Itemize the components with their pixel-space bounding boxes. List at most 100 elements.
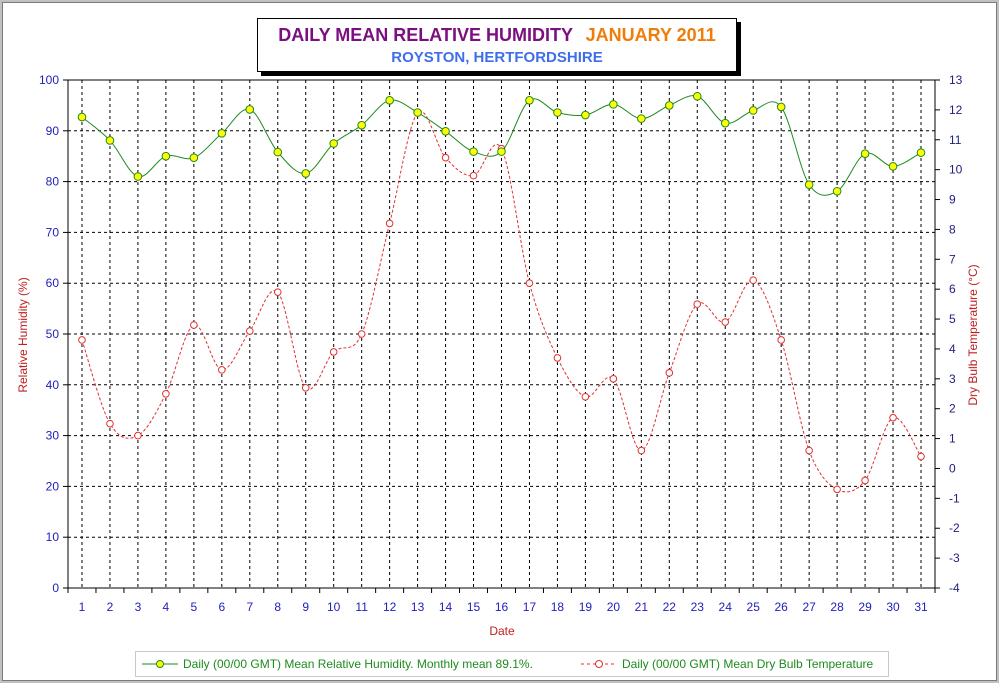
y2-tick-label: 0: [949, 461, 956, 475]
temperature-point: [329, 348, 338, 356]
x-tick-label: 2: [107, 600, 114, 614]
y-tick-label: 0: [52, 581, 59, 595]
temperature-point: [749, 276, 758, 285]
x-tick-label: 22: [663, 600, 677, 614]
y2-tick-label: 2: [949, 402, 956, 416]
y-tick-label: 70: [46, 225, 60, 239]
y-tick-label: 30: [46, 429, 60, 443]
x-axis-title: Date: [489, 624, 515, 638]
y2-tick-label: 10: [949, 163, 963, 177]
humidity-point: [832, 186, 842, 196]
x-tick-label: 7: [246, 600, 253, 614]
humidity-point: [105, 136, 115, 145]
x-tick-label: 30: [886, 600, 900, 614]
humidity-point: [525, 96, 534, 105]
x-tick-label: 24: [719, 600, 733, 614]
humidity-point: [77, 112, 87, 122]
y2-axis-title: Dry Bulb Temperature (°C): [966, 264, 980, 405]
temperature-point: [805, 446, 813, 455]
y2-tick-label: 11: [949, 133, 962, 147]
temperature-point: [553, 354, 562, 362]
y-tick-label: 80: [46, 175, 60, 189]
temperature-point: [273, 288, 282, 296]
humidity-point: [748, 106, 758, 115]
humidity-point: [413, 108, 422, 117]
temperature-point: [693, 300, 702, 308]
x-tick-label: 11: [355, 600, 368, 614]
humidity-point: [245, 105, 255, 114]
humidity-point: [692, 91, 702, 101]
humidity-point: [888, 162, 898, 171]
x-tick-label: 4: [163, 600, 170, 614]
temperature-point: [721, 318, 730, 326]
humidity-point: [217, 129, 227, 138]
legend: Daily (00/00 GMT) Mean Relative Humidity…: [135, 651, 889, 677]
x-tick-label: 20: [607, 600, 621, 614]
y2-tick-label: 9: [949, 193, 956, 207]
legend-humidity-marker-icon: [156, 660, 164, 668]
temperature-point: [134, 431, 142, 440]
temperature-point: [469, 171, 478, 180]
y2-tick-label: -2: [949, 521, 960, 535]
temperature-point: [245, 327, 254, 335]
y2-tick-label: 7: [949, 252, 956, 266]
y2-tick-label: 4: [949, 342, 956, 356]
y2-tick-label: -4: [949, 581, 960, 595]
humidity-point: [441, 127, 450, 136]
chart-title: DAILY MEAN RELATIVE HUMIDITY JANUARY 201…: [258, 25, 736, 46]
humidity-point: [161, 151, 171, 161]
x-tick-label: 19: [579, 600, 593, 614]
x-tick-label: 12: [383, 600, 397, 614]
y-tick-label: 20: [46, 479, 60, 493]
y2-tick-label: 12: [949, 103, 963, 117]
legend-temperature-label: Daily (00/00 GMT) Mean Dry Bulb Temperat…: [622, 657, 874, 671]
humidity-point: [329, 139, 338, 148]
humidity-point: [357, 120, 366, 130]
chart-title-box: DAILY MEAN RELATIVE HUMIDITY JANUARY 201…: [257, 18, 737, 72]
y2-tick-label: 1: [949, 432, 956, 446]
temperature-point: [609, 375, 618, 383]
temperature-point: [833, 485, 841, 494]
x-tick-label: 9: [302, 600, 309, 614]
humidity-point: [469, 147, 478, 156]
humidity-point: [273, 147, 283, 157]
temperature-point: [917, 452, 925, 461]
humidity-point: [497, 147, 506, 156]
humidity-point: [553, 108, 562, 117]
temperature-point: [861, 476, 869, 485]
x-tick-label: 10: [327, 600, 341, 614]
x-tick-label: 17: [523, 600, 537, 614]
x-tick-label: 1: [79, 600, 86, 614]
temperature-point: [190, 321, 198, 329]
humidity-point: [916, 148, 926, 157]
x-tick-label: 28: [830, 600, 844, 614]
humidity-point: [665, 101, 674, 110]
x-tick-label: 21: [635, 600, 649, 614]
humidity-point: [301, 169, 311, 178]
humidity-series: [77, 91, 926, 196]
temperature-point: [106, 419, 114, 428]
chart-subtitle: ROYSTON, HERTFORDSHIRE: [391, 49, 603, 66]
x-tick-label: 23: [691, 600, 705, 614]
humidity-point: [776, 102, 786, 112]
temperature-point: [581, 392, 590, 401]
x-tick-label: 14: [439, 600, 453, 614]
x-tick-label: 16: [495, 600, 509, 614]
y-tick-label: 100: [39, 73, 59, 87]
temperature-point: [441, 153, 450, 162]
x-tick-label: 26: [774, 600, 788, 614]
temperature-point: [889, 413, 897, 422]
y2-tick-label: 5: [949, 312, 956, 326]
humidity-point: [720, 118, 730, 128]
humidity-point: [804, 180, 814, 189]
x-tick-label: 6: [218, 600, 225, 614]
legend-humidity-label: Daily (00/00 GMT) Mean Relative Humidity…: [183, 657, 533, 671]
y-tick-label: 40: [46, 378, 60, 392]
legend-item-humidity: Daily (00/00 GMT) Mean Relative Humidity…: [142, 657, 533, 671]
y2-tick-label: 13: [949, 73, 963, 87]
y2-tick-label: 8: [949, 222, 956, 236]
temperature-point: [665, 369, 674, 377]
x-tick-label: 27: [802, 600, 816, 614]
legend-item-temperature: Daily (00/00 GMT) Mean Dry Bulb Temperat…: [581, 657, 874, 671]
